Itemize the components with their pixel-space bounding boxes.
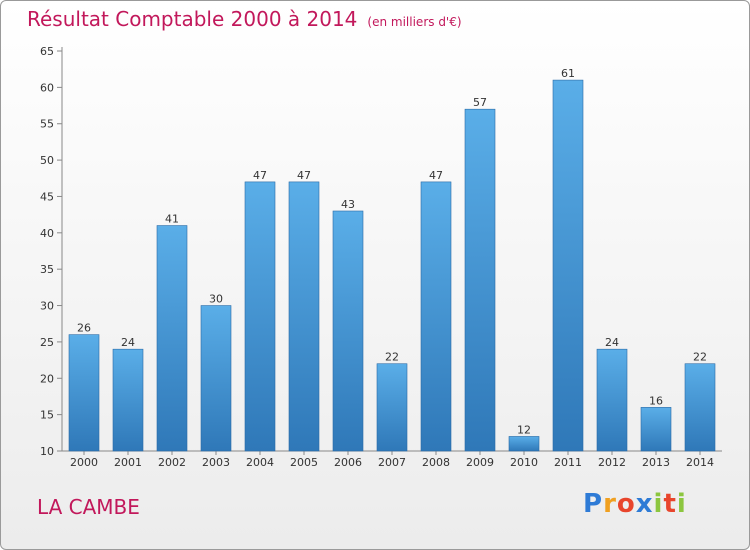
data-label-2011: 61 [561, 67, 575, 80]
data-label-2007: 22 [385, 351, 399, 364]
x-tick-label-2014: 2014 [686, 456, 714, 469]
x-tick-label-2008: 2008 [422, 456, 450, 469]
x-tick-label-2006: 2006 [334, 456, 362, 469]
y-tick-label: 40 [40, 227, 54, 240]
logo-letter: i [676, 489, 687, 519]
x-tick-label-2002: 2002 [158, 456, 186, 469]
logo-letter: P [583, 489, 604, 519]
bar-2010 [508, 436, 540, 452]
data-label-2012: 24 [605, 336, 619, 349]
logo-letter: t [663, 489, 677, 519]
data-label-2008: 47 [429, 169, 443, 182]
proxiti-logo: Proxiti [583, 489, 687, 519]
data-label-2014: 22 [693, 351, 707, 364]
data-label-2000: 26 [77, 322, 91, 335]
bar-2005 [288, 181, 320, 452]
y-tick-label: 20 [40, 372, 54, 385]
y-tick-label: 25 [40, 336, 54, 349]
y-tick-label: 10 [40, 445, 54, 458]
logo-letter: i [653, 489, 664, 519]
data-label-2005: 47 [297, 169, 311, 182]
bar-2008 [420, 181, 452, 452]
bar-2003 [200, 305, 232, 452]
y-tick-label: 65 [40, 45, 54, 58]
bar-2001 [112, 348, 144, 452]
bar-2006 [332, 210, 364, 452]
bar-2000 [68, 334, 100, 452]
x-tick-label-2010: 2010 [510, 456, 538, 469]
x-tick-label-2004: 2004 [246, 456, 274, 469]
x-tick-label-2009: 2009 [466, 456, 494, 469]
data-label-2004: 47 [253, 169, 267, 182]
data-label-2003: 30 [209, 293, 223, 306]
y-tick-label: 35 [40, 263, 54, 276]
bar-2011 [552, 79, 584, 452]
logo-letter: r [603, 489, 617, 519]
data-label-2009: 57 [473, 96, 487, 109]
x-tick-label-2011: 2011 [554, 456, 582, 469]
x-tick-label-2007: 2007 [378, 456, 406, 469]
y-tick-label: 15 [40, 409, 54, 422]
location-name: LA CAMBE [37, 495, 140, 519]
y-tick-label: 50 [40, 154, 54, 167]
logo-letter: o [616, 489, 636, 519]
y-tick-label: 45 [40, 190, 54, 203]
x-tick-label-2013: 2013 [642, 456, 670, 469]
bar-2009 [464, 108, 496, 452]
bar-2012 [596, 348, 628, 452]
chart-title-text: Résultat Comptable 2000 à 2014 [27, 7, 358, 31]
x-tick-label-2000: 2000 [70, 456, 98, 469]
x-tick-label-2001: 2001 [114, 456, 142, 469]
data-label-2006: 43 [341, 198, 355, 211]
data-label-2010: 12 [517, 423, 531, 436]
bar-2007 [376, 363, 408, 452]
data-label-2001: 24 [121, 336, 135, 349]
x-tick-label-2005: 2005 [290, 456, 318, 469]
data-label-2002: 41 [165, 213, 179, 226]
x-tick-label-2012: 2012 [598, 456, 626, 469]
bar-2004 [244, 181, 276, 452]
y-tick-label: 30 [40, 300, 54, 313]
logo-letter: x [635, 489, 654, 519]
x-tick-label-2003: 2003 [202, 456, 230, 469]
bar-2014 [684, 363, 716, 452]
chart-unit: (en milliers d'€) [367, 15, 462, 29]
y-tick-label: 55 [40, 118, 54, 131]
y-tick-label: 60 [40, 81, 54, 94]
data-label-2013: 16 [649, 394, 663, 407]
chart-title: Résultat Comptable 2000 à 2014 (en millie… [27, 7, 462, 31]
bar-2013 [640, 407, 672, 452]
bar-2002 [156, 225, 188, 452]
